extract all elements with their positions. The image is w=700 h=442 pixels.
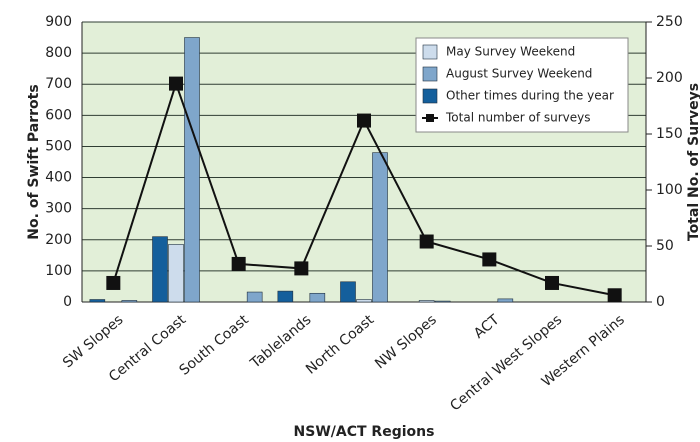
- y-axis-label: No. of Swift Parrots: [26, 84, 42, 239]
- line-marker: [294, 261, 309, 276]
- bar: [434, 300, 451, 303]
- bar: [356, 299, 372, 303]
- line-marker: [545, 275, 559, 290]
- legend-swatch: [422, 88, 438, 104]
- y2-tick-label: 200: [656, 70, 683, 86]
- x-tick-label: ACT: [471, 312, 503, 342]
- x-tick-label: SW Slopes: [60, 312, 126, 371]
- bar: [246, 291, 263, 303]
- y2-tick-label: 0: [656, 294, 665, 310]
- y2-tick-label: 150: [656, 126, 683, 142]
- y-tick-label: 100: [45, 263, 72, 279]
- y-tick-label: 700: [45, 76, 72, 92]
- bar: [497, 298, 514, 303]
- bar: [277, 290, 294, 303]
- y-tick-label: 400: [45, 170, 72, 186]
- bar: [184, 37, 200, 303]
- legend: May Survey Weekend August Survey Weekend O…: [415, 37, 629, 133]
- line-marker: [607, 288, 622, 303]
- y-tick-label: 900: [45, 14, 72, 30]
- x-axis-label: NSW/ACT Regions: [294, 424, 435, 440]
- legend-label: May Survey Weekend: [446, 45, 575, 59]
- bar: [309, 292, 326, 303]
- x-tick-label: NW Slopes: [372, 312, 440, 372]
- y-tick-label: 500: [45, 138, 72, 154]
- bar: [89, 299, 106, 303]
- x-tick-label: North Coast: [303, 312, 377, 378]
- x-tick-label: South Coast: [177, 312, 253, 379]
- y-tick-label: 600: [45, 107, 72, 123]
- line-marker: [106, 275, 121, 290]
- bar: [372, 152, 388, 303]
- bar: [340, 281, 356, 303]
- line-marker: [357, 113, 371, 128]
- line-marker: [482, 252, 497, 267]
- legend-swatch: [422, 66, 438, 82]
- x-tick-label: Central West Slopes: [447, 312, 565, 415]
- y2-tick-label: 100: [656, 182, 683, 198]
- y2-tick-label: 50: [656, 238, 674, 254]
- y-tick-label: 300: [45, 201, 72, 217]
- y2-tick-label: 250: [656, 14, 683, 30]
- legend-swatch: [422, 44, 438, 60]
- y2-axis-label: Total No. of Surveys: [686, 83, 700, 241]
- line-marker: [419, 234, 434, 249]
- y-tick-label: 0: [63, 294, 72, 310]
- legend-swatch: [426, 114, 434, 122]
- bar: [121, 300, 138, 303]
- legend-box: [415, 37, 629, 133]
- bar: [418, 300, 435, 303]
- bar: [168, 244, 184, 303]
- y-tick-label: 800: [45, 45, 72, 61]
- line-marker: [169, 76, 183, 91]
- line-marker: [231, 256, 246, 271]
- legend-label: Other times during the year: [446, 89, 614, 103]
- legend-label: August Survey Weekend: [446, 67, 592, 81]
- bar: [152, 236, 168, 303]
- legend-label: Total number of surveys: [445, 111, 591, 125]
- y-tick-label: 200: [45, 232, 72, 248]
